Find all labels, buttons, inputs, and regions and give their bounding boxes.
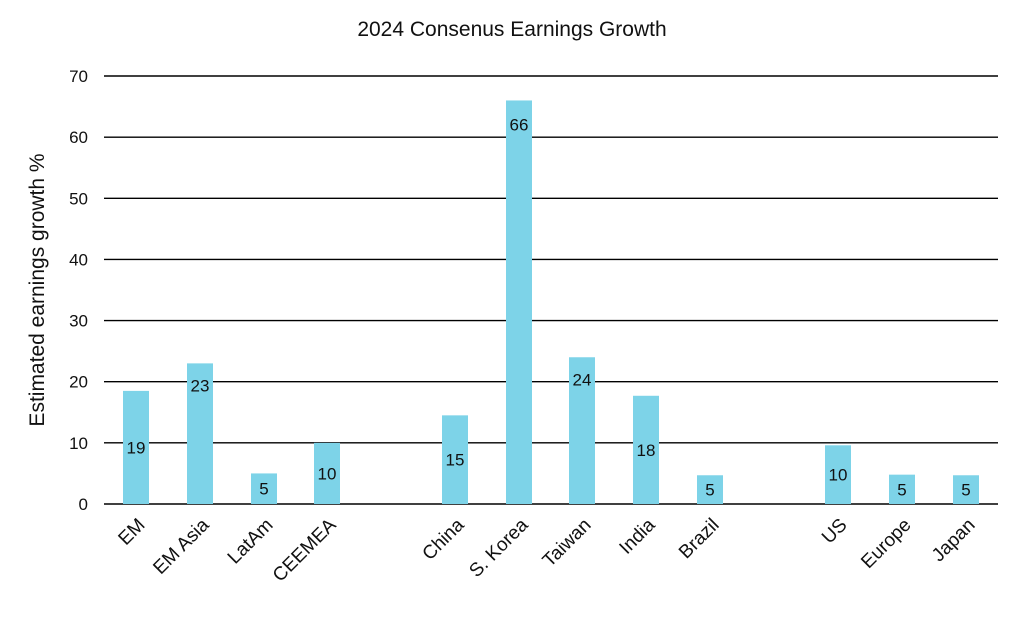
data-label: 5 bbox=[961, 481, 970, 500]
y-tick-label: 20 bbox=[69, 373, 88, 392]
y-tick-label: 50 bbox=[69, 189, 88, 208]
data-label: 18 bbox=[637, 441, 656, 460]
x-tick-label: Taiwan bbox=[539, 515, 596, 572]
bar bbox=[314, 442, 340, 504]
data-label: 15 bbox=[446, 451, 465, 470]
x-tick-label: Japan bbox=[928, 515, 979, 566]
bar bbox=[251, 473, 277, 504]
data-label: 66 bbox=[510, 115, 529, 134]
y-tick-label: 60 bbox=[69, 128, 88, 147]
bar bbox=[825, 445, 851, 504]
y-tick-label: 10 bbox=[69, 434, 88, 453]
y-tick-label: 30 bbox=[69, 312, 88, 331]
x-tick-label: China bbox=[419, 514, 469, 564]
data-label: 5 bbox=[705, 481, 714, 500]
x-tick-label: EM bbox=[115, 515, 150, 550]
chart-title: 2024 Consenus Earnings Growth bbox=[357, 18, 667, 41]
y-tick-label: 40 bbox=[69, 250, 88, 269]
y-axis-ticks: 0 10 20 30 40 50 60 70 bbox=[69, 67, 88, 514]
bar bbox=[953, 475, 979, 504]
x-tick-label: EM Asia bbox=[149, 514, 213, 578]
data-label: 23 bbox=[191, 376, 210, 395]
data-label: 10 bbox=[318, 464, 337, 483]
bar bbox=[442, 415, 468, 504]
data-label: 5 bbox=[259, 480, 268, 499]
bars bbox=[123, 100, 979, 504]
bar bbox=[633, 395, 659, 504]
bar bbox=[889, 474, 915, 504]
gridlines bbox=[104, 75, 998, 505]
y-tick-label: 70 bbox=[69, 67, 88, 86]
x-tick-label: S. Korea bbox=[465, 514, 532, 581]
y-tick-label: 0 bbox=[79, 495, 88, 514]
x-tick-label: LatAm bbox=[224, 515, 278, 569]
x-tick-label: India bbox=[616, 514, 660, 558]
x-tick-label: Brazil bbox=[675, 515, 723, 563]
data-label: 10 bbox=[829, 466, 848, 485]
bar bbox=[569, 357, 595, 504]
data-label: 24 bbox=[573, 370, 592, 389]
x-tick-label: CEEMEA bbox=[269, 514, 341, 586]
bar bbox=[506, 100, 532, 504]
data-labels: 19 23 5 10 15 66 24 18 5 10 5 5 bbox=[127, 115, 971, 499]
y-axis-label: Estimated earnings growth % bbox=[26, 153, 49, 426]
bar bbox=[187, 363, 213, 504]
data-label: 5 bbox=[897, 480, 906, 499]
bar bbox=[697, 475, 723, 504]
bar bbox=[123, 390, 149, 504]
x-tick-label: US bbox=[818, 515, 852, 549]
x-tick-label: Europe bbox=[857, 515, 915, 573]
data-label: 19 bbox=[127, 438, 146, 457]
